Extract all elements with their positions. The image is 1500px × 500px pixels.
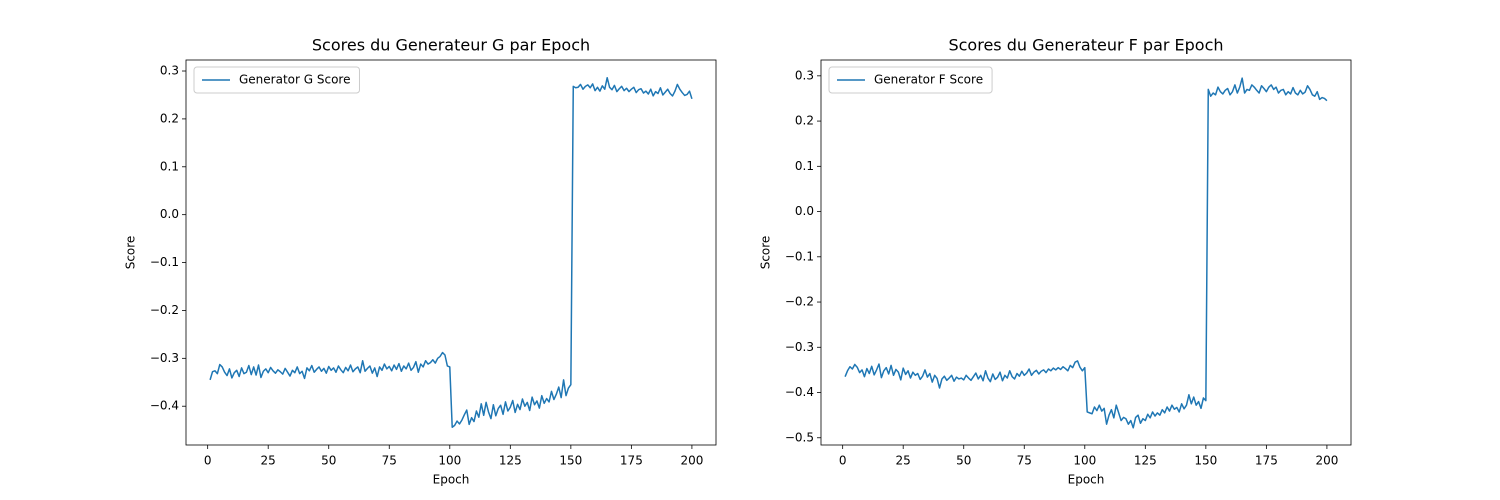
x-tick-label: 175 xyxy=(620,454,643,468)
y-tick-label: −0.4 xyxy=(150,399,179,413)
x-axis-label: Epoch xyxy=(433,473,470,487)
legend-box xyxy=(828,66,993,94)
x-tick-label: 25 xyxy=(261,454,276,468)
x-tick-label: 25 xyxy=(896,454,911,468)
y-tick-label: −0.3 xyxy=(785,340,814,354)
y-tick-label: 0.1 xyxy=(795,159,814,173)
data-line xyxy=(844,77,1328,429)
data-line xyxy=(209,76,693,429)
y-tick-label: −0.1 xyxy=(150,255,179,269)
x-tick-label: 200 xyxy=(680,454,703,468)
x-tick-label: 50 xyxy=(321,454,336,468)
y-tick-label: 0.3 xyxy=(795,68,814,82)
x-tick-label: 0 xyxy=(204,454,212,468)
y-tick-label: 0.1 xyxy=(160,159,179,173)
x-tick-label: 75 xyxy=(382,454,397,468)
legend: Generator F Score xyxy=(828,66,993,94)
y-tick-label: 0.2 xyxy=(795,114,814,128)
x-tick-label: 175 xyxy=(1255,454,1278,468)
x-tick-label: 75 xyxy=(1017,454,1032,468)
y-axis-label: Score xyxy=(759,236,773,270)
y-axis-label: Score xyxy=(124,236,138,270)
x-tick-label: 150 xyxy=(559,454,582,468)
chart-title: Scores du Generateur F par Epoch xyxy=(948,36,1223,55)
y-tick-label: −0.2 xyxy=(150,303,179,317)
legend-box xyxy=(193,66,360,94)
axes-frame xyxy=(820,59,1352,446)
y-tick-label: −0.5 xyxy=(785,430,814,444)
x-tick-label: 200 xyxy=(1315,454,1338,468)
x-tick-label: 100 xyxy=(438,454,461,468)
y-tick-label: 0.3 xyxy=(160,64,179,78)
legend-label: Generator F Score xyxy=(874,73,983,87)
chart-title: Scores du Generateur G par Epoch xyxy=(312,36,590,55)
x-tick-label: 50 xyxy=(956,454,971,468)
x-axis-label: Epoch xyxy=(1068,473,1105,487)
y-tick-label: −0.3 xyxy=(150,351,179,365)
x-tick-label: 150 xyxy=(1194,454,1217,468)
y-tick-label: −0.4 xyxy=(785,385,814,399)
y-tick-label: 0.0 xyxy=(795,204,814,218)
x-tick-label: 125 xyxy=(1134,454,1157,468)
y-tick-label: 0.2 xyxy=(160,111,179,125)
y-tick-label: −0.2 xyxy=(785,295,814,309)
x-tick-label: 125 xyxy=(499,454,522,468)
axes-frame xyxy=(185,59,717,446)
legend: Generator G Score xyxy=(193,66,360,94)
y-tick-label: 0.0 xyxy=(160,207,179,221)
x-tick-label: 0 xyxy=(839,454,847,468)
x-tick-label: 100 xyxy=(1073,454,1096,468)
y-tick-label: −0.1 xyxy=(785,249,814,263)
legend-label: Generator G Score xyxy=(239,73,350,87)
